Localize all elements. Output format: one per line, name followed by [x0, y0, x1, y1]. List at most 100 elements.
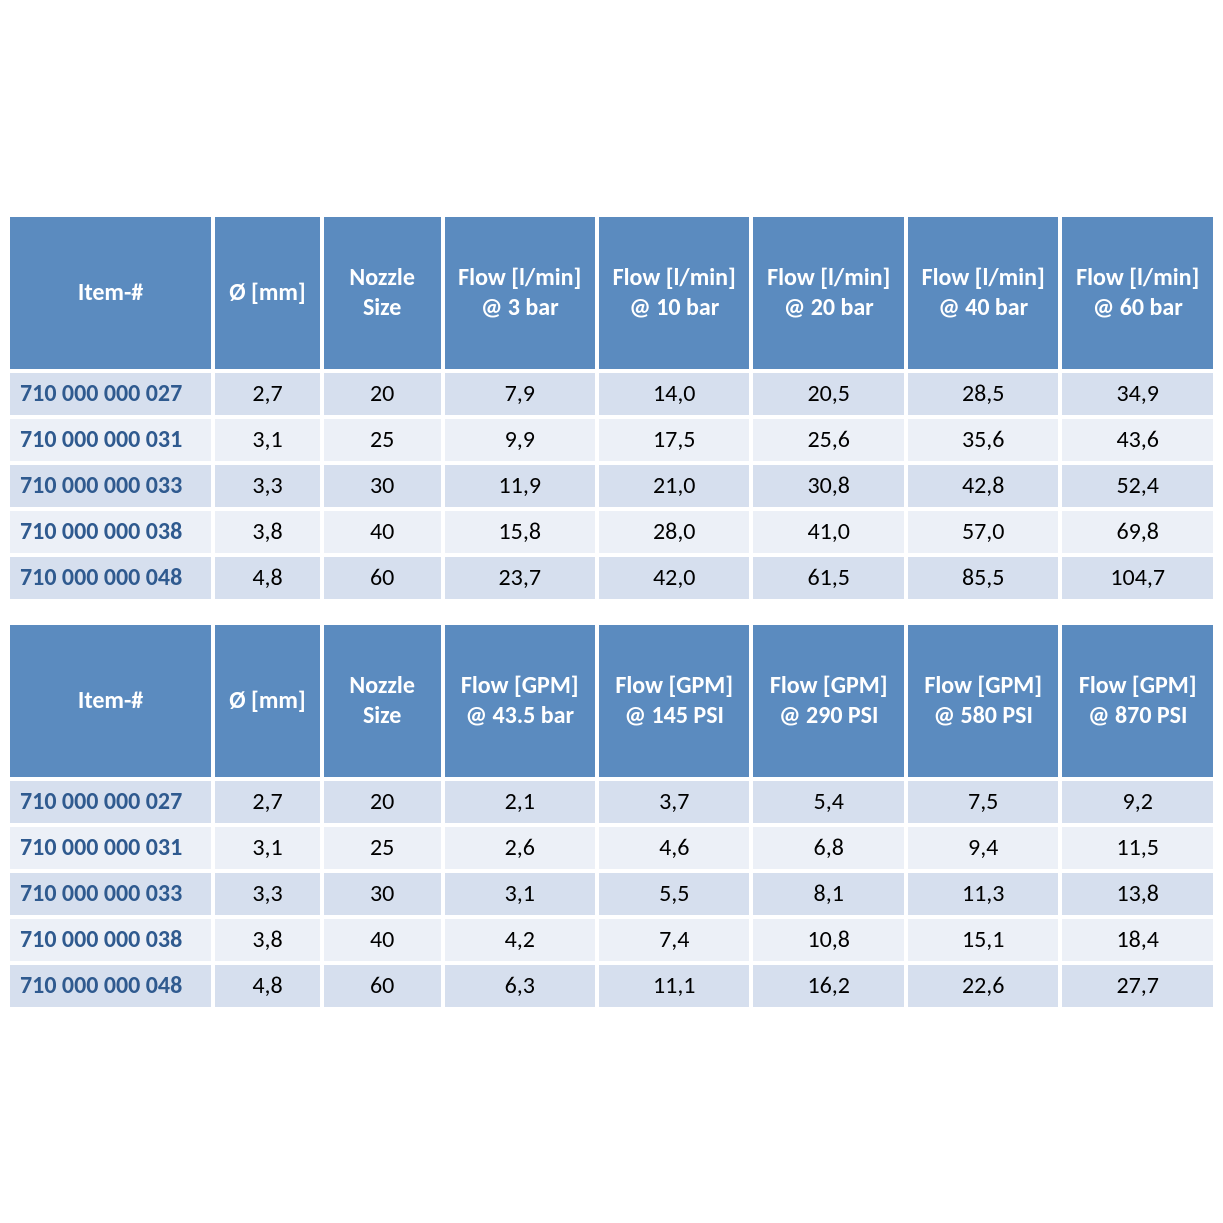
cell: 20 [322, 371, 443, 417]
col-header-flow-20bar: Flow [l/min] @ 20 bar [751, 215, 905, 371]
cell: 9,2 [1060, 779, 1215, 825]
col-header-flow-3bar: Flow [l/min] @ 3 bar [443, 215, 597, 371]
cell: 7,4 [597, 917, 751, 963]
cell: 25 [322, 825, 443, 871]
cell-item: 710 000 000 048 [8, 963, 213, 1009]
cell: 3,3 [213, 871, 322, 917]
table-body: 710 000 000 027 2,7 20 7,9 14,0 20,5 28,… [8, 371, 1215, 601]
cell: 3,3 [213, 463, 322, 509]
col-header-nozzle: Nozzle Size [322, 215, 443, 371]
cell: 20 [322, 779, 443, 825]
table-row: 710 000 000 033 3,3 30 11,9 21,0 30,8 42… [8, 463, 1215, 509]
cell: 3,1 [443, 871, 597, 917]
col-header-flow-580psi: Flow [GPM] @ 580 PSI [906, 623, 1060, 779]
table-row: 710 000 000 031 3,1 25 9,9 17,5 25,6 35,… [8, 417, 1215, 463]
cell: 52,4 [1060, 463, 1215, 509]
table-row: 710 000 000 031 3,1 25 2,6 4,6 6,8 9,4 1… [8, 825, 1215, 871]
cell: 4,8 [213, 555, 322, 601]
col-header-flow-290psi: Flow [GPM] @ 290 PSI [751, 623, 905, 779]
cell: 42,8 [906, 463, 1060, 509]
table-row: 710 000 000 048 4,8 60 6,3 11,1 16,2 22,… [8, 963, 1215, 1009]
cell: 9,4 [906, 825, 1060, 871]
cell: 16,2 [751, 963, 905, 1009]
cell: 2,7 [213, 779, 322, 825]
col-header-flow-60bar: Flow [l/min] @ 60 bar [1060, 215, 1215, 371]
col-header-diameter: Ø [mm] [213, 215, 322, 371]
cell: 25 [322, 417, 443, 463]
cell: 10,8 [751, 917, 905, 963]
cell: 5,4 [751, 779, 905, 825]
cell: 7,5 [906, 779, 1060, 825]
cell: 41,0 [751, 509, 905, 555]
tables-container: Item-# Ø [mm] Nozzle Size Flow [l/min] @… [8, 215, 1215, 1009]
cell: 42,0 [597, 555, 751, 601]
cell: 4,6 [597, 825, 751, 871]
table-row: 710 000 000 048 4,8 60 23,7 42,0 61,5 85… [8, 555, 1215, 601]
col-header-flow-870psi: Flow [GPM] @ 870 PSI [1060, 623, 1215, 779]
col-header-item: Item-# [8, 215, 213, 371]
cell: 13,8 [1060, 871, 1215, 917]
table-header-row: Item-# Ø [mm] Nozzle Size Flow [l/min] @… [8, 215, 1215, 371]
cell: 2,1 [443, 779, 597, 825]
cell-item: 710 000 000 033 [8, 871, 213, 917]
cell: 30,8 [751, 463, 905, 509]
col-header-flow-145psi: Flow [GPM] @ 145 PSI [597, 623, 751, 779]
cell: 6,8 [751, 825, 905, 871]
cell: 11,1 [597, 963, 751, 1009]
cell: 6,3 [443, 963, 597, 1009]
table-row: 710 000 000 038 3,8 40 4,2 7,4 10,8 15,1… [8, 917, 1215, 963]
col-header-diameter: Ø [mm] [213, 623, 322, 779]
flow-table-metric: Item-# Ø [mm] Nozzle Size Flow [l/min] @… [8, 215, 1215, 601]
col-header-flow-40bar: Flow [l/min] @ 40 bar [906, 215, 1060, 371]
cell: 9,9 [443, 417, 597, 463]
cell: 15,8 [443, 509, 597, 555]
cell: 34,9 [1060, 371, 1215, 417]
cell-item: 710 000 000 048 [8, 555, 213, 601]
cell: 27,7 [1060, 963, 1215, 1009]
cell-item: 710 000 000 031 [8, 825, 213, 871]
cell: 60 [322, 963, 443, 1009]
cell-item: 710 000 000 027 [8, 779, 213, 825]
cell: 17,5 [597, 417, 751, 463]
cell: 18,4 [1060, 917, 1215, 963]
cell: 40 [322, 917, 443, 963]
cell: 2,7 [213, 371, 322, 417]
cell: 3,1 [213, 825, 322, 871]
flow-table-imperial: Item-# Ø [mm] Nozzle Size Flow [GPM] @ 4… [8, 623, 1215, 1009]
cell: 43,6 [1060, 417, 1215, 463]
cell: 4,2 [443, 917, 597, 963]
cell: 3,7 [597, 779, 751, 825]
cell: 11,5 [1060, 825, 1215, 871]
cell-item: 710 000 000 038 [8, 917, 213, 963]
cell-item: 710 000 000 027 [8, 371, 213, 417]
table-header-row: Item-# Ø [mm] Nozzle Size Flow [GPM] @ 4… [8, 623, 1215, 779]
cell: 28,5 [906, 371, 1060, 417]
cell: 35,6 [906, 417, 1060, 463]
cell: 61,5 [751, 555, 905, 601]
cell: 25,6 [751, 417, 905, 463]
cell: 11,9 [443, 463, 597, 509]
cell: 3,1 [213, 417, 322, 463]
cell-item: 710 000 000 038 [8, 509, 213, 555]
cell-item: 710 000 000 031 [8, 417, 213, 463]
cell: 2,6 [443, 825, 597, 871]
col-header-flow-43bar: Flow [GPM] @ 43.5 bar [443, 623, 597, 779]
table-row: 710 000 000 027 2,7 20 7,9 14,0 20,5 28,… [8, 371, 1215, 417]
table-body: 710 000 000 027 2,7 20 2,1 3,7 5,4 7,5 9… [8, 779, 1215, 1009]
table-row: 710 000 000 038 3,8 40 15,8 28,0 41,0 57… [8, 509, 1215, 555]
col-header-item: Item-# [8, 623, 213, 779]
cell: 14,0 [597, 371, 751, 417]
cell: 30 [322, 871, 443, 917]
cell: 5,5 [597, 871, 751, 917]
col-header-nozzle: Nozzle Size [322, 623, 443, 779]
cell: 7,9 [443, 371, 597, 417]
cell: 104,7 [1060, 555, 1215, 601]
cell: 4,8 [213, 963, 322, 1009]
cell: 57,0 [906, 509, 1060, 555]
cell: 22,6 [906, 963, 1060, 1009]
cell: 60 [322, 555, 443, 601]
cell: 8,1 [751, 871, 905, 917]
cell: 23,7 [443, 555, 597, 601]
cell: 40 [322, 509, 443, 555]
cell: 21,0 [597, 463, 751, 509]
